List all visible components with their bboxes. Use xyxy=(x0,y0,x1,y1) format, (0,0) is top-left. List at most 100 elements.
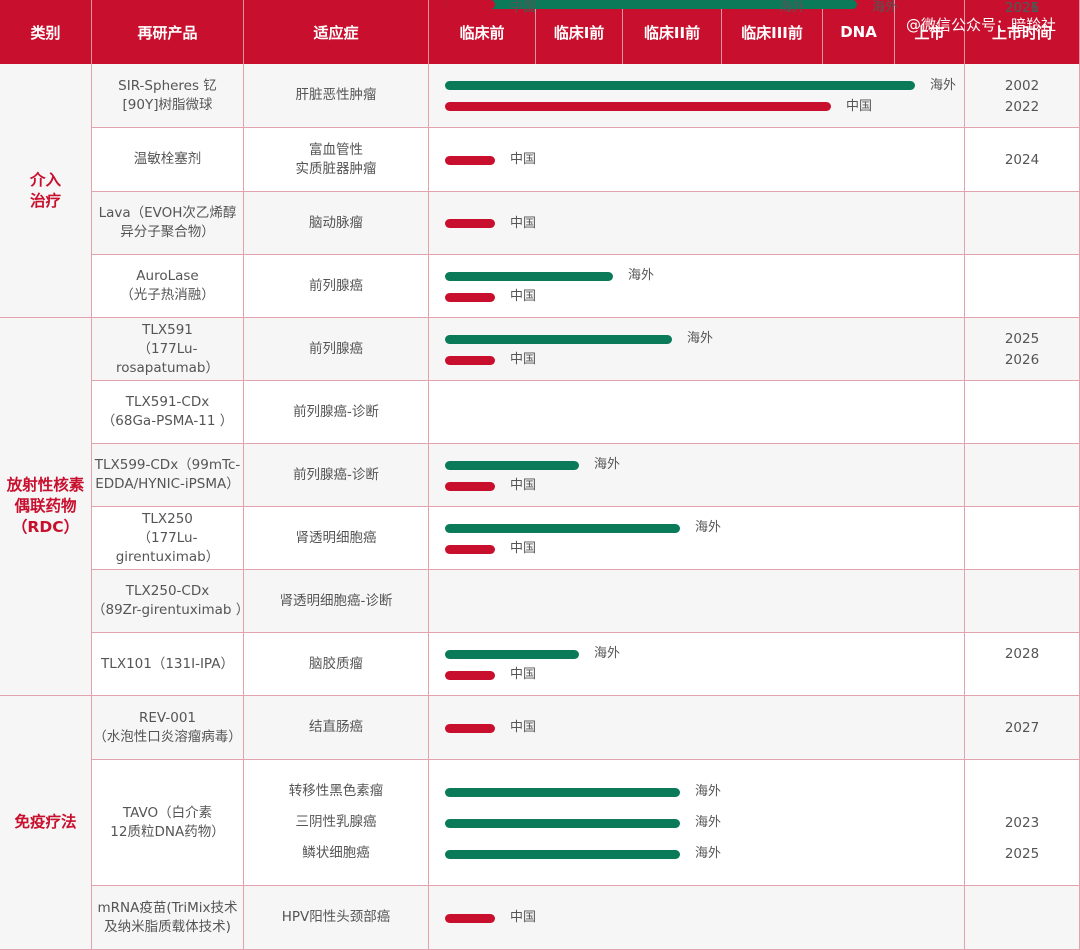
pipeline-cell xyxy=(429,633,965,696)
overseas-bar xyxy=(445,335,672,344)
bar-region-label: 海外 xyxy=(695,815,722,830)
category-cell: 放射性核素 偶联药物 （RDC） xyxy=(0,318,92,696)
product-cell: REV-001 （水泡性口炎溶瘤病毒） xyxy=(92,696,244,760)
overseas-bar xyxy=(445,0,765,9)
launch-year: 2022 xyxy=(1004,99,1040,115)
pipeline-cell xyxy=(429,128,965,192)
indication-name: 富血管性 xyxy=(309,141,363,158)
indication-name: 鳞状细胞癌 xyxy=(302,845,370,861)
overseas-bar xyxy=(445,461,580,470)
category-label: 介入 xyxy=(29,170,61,189)
overseas-bar xyxy=(445,788,681,797)
product-name: TLX101（131I-IPA） xyxy=(101,655,234,672)
launch-year-cell xyxy=(965,507,1080,570)
pipeline-cell xyxy=(429,507,965,570)
product-name: TLX591 xyxy=(142,321,193,338)
launch-year-cell xyxy=(965,318,1080,381)
china-bar xyxy=(445,219,496,228)
indication-name: 肝脏恶性肿瘤 xyxy=(295,87,377,103)
launch-year-cell xyxy=(965,128,1080,192)
watermark: @微信公众号：暗羚社 xyxy=(905,16,1056,34)
pipeline-cell xyxy=(429,570,965,633)
product-cell: TAVO（白介素 12质粒DNA药物） xyxy=(92,760,244,886)
product-name: TLX250-CDx xyxy=(125,583,210,599)
indication-name: 脑动脉瘤 xyxy=(309,214,363,231)
product-cell: TLX250 （177Lu-girentuximab） xyxy=(92,507,244,570)
indication-name: 前列腺癌-诊断 xyxy=(293,466,379,483)
indication-name: 肾透明细胞癌-诊断 xyxy=(279,592,393,609)
pipeline-cell xyxy=(429,886,965,950)
indication-cell: 前列腺癌-诊断 xyxy=(244,444,429,507)
product-cell: TLX591-CDx （68Ga-PSMA-11 ） xyxy=(92,381,244,444)
china-bar xyxy=(445,156,496,165)
product-name: SIR-Spheres 钇 xyxy=(118,77,217,94)
category-label: 偶联药物 xyxy=(14,497,77,515)
indication-name: 脑胶质瘤 xyxy=(309,655,363,672)
indication-name: 前列腺癌 xyxy=(309,277,363,294)
pipeline-cell xyxy=(429,444,965,507)
indication-name: 前列腺癌 xyxy=(309,340,363,357)
pipeline-cell xyxy=(429,381,965,444)
product-name: TLX591-CDx xyxy=(125,394,210,410)
product-cell: AuroLase （光子热消融） xyxy=(92,255,244,318)
overseas-bar xyxy=(445,819,681,828)
launch-year: 2002 xyxy=(1004,78,1040,94)
category-cell: 免疫疗法 xyxy=(0,696,92,950)
launch-year-cell xyxy=(965,192,1080,255)
bar-region-label: 中国 xyxy=(510,216,537,231)
bar-region-label: 中国 xyxy=(510,478,537,493)
product-name: 异分子聚合物） xyxy=(120,224,215,240)
product-name: （177Lu-rosapatumab） xyxy=(115,340,219,376)
bar-region-label: 中国 xyxy=(510,541,537,556)
launch-year-cell xyxy=(965,255,1080,318)
indication-cell: 结直肠癌 xyxy=(244,696,429,760)
pipeline-cell xyxy=(429,318,965,381)
bar-region-label: 海外 xyxy=(594,457,621,472)
bar-region-label: 中国 xyxy=(510,720,537,735)
overseas-bar xyxy=(445,524,681,533)
column-header: 临床前 xyxy=(429,0,536,64)
category-label: 放射性核素 xyxy=(6,476,85,494)
launch-year: 2027 xyxy=(1004,720,1040,736)
indication-cell: 肾透明细胞癌-诊断 xyxy=(244,570,429,633)
launch-year: 2024 xyxy=(1004,152,1040,168)
indication-cell: 转移性黑色素瘤 三阴性乳腺癌 鳞状细胞癌 xyxy=(244,760,429,886)
column-header: DNA xyxy=(823,0,895,64)
overseas-bar xyxy=(445,272,613,281)
product-name: 及纳米脂质载体技术) xyxy=(104,918,231,935)
category-cell: 介入 治疗 xyxy=(0,64,92,318)
indication-cell: 前列腺癌-诊断 xyxy=(244,381,429,444)
bar-region-label: 中国 xyxy=(510,910,537,925)
column-header: 适应症 xyxy=(244,0,429,64)
china-bar xyxy=(445,0,496,9)
bar-region-label: 海外 xyxy=(930,78,957,93)
overseas-bar xyxy=(445,650,580,659)
column-header: 上市 xyxy=(895,0,965,64)
indication-cell: 脑胶质瘤 xyxy=(244,633,429,696)
launch-year-cell xyxy=(965,64,1080,128)
product-name: （177Lu-girentuximab） xyxy=(115,529,220,565)
overseas-bar xyxy=(445,850,681,859)
product-name: mRNA疫苗(TriMix技术 xyxy=(97,899,238,916)
indication-cell: 前列腺癌 xyxy=(244,255,429,318)
launch-year-cell xyxy=(965,633,1080,696)
product-cell: SIR-Spheres 钇 [90Y]树脂微球 xyxy=(92,64,244,128)
china-bar xyxy=(445,356,496,365)
product-name: 温敏栓塞剂 xyxy=(133,151,202,167)
china-bar xyxy=(445,293,496,302)
bar-region-label: 海外 xyxy=(695,846,722,861)
china-bar xyxy=(445,671,496,680)
indication-cell: 肝脏恶性肿瘤 xyxy=(244,64,429,128)
bar-region-label: 海外 xyxy=(628,268,655,283)
launch-year: 2028 xyxy=(1004,646,1040,662)
bar-region-label: 海外 xyxy=(779,0,806,15)
product-name: （68Ga-PSMA-11 ） xyxy=(101,413,234,429)
category-label: 治疗 xyxy=(29,191,61,210)
product-name: Lava（EVOH次乙烯醇 xyxy=(98,205,237,221)
product-cell: TLX599-CDx（99mTc- EDDA/HYNIC-iPSMA） xyxy=(92,444,244,507)
bar-region-label: 中国 xyxy=(510,0,537,15)
product-cell: Lava（EVOH次乙烯醇 异分子聚合物） xyxy=(92,192,244,255)
launch-year-cell xyxy=(965,886,1080,950)
indication-name: 转移性黑色素瘤 xyxy=(288,783,384,799)
